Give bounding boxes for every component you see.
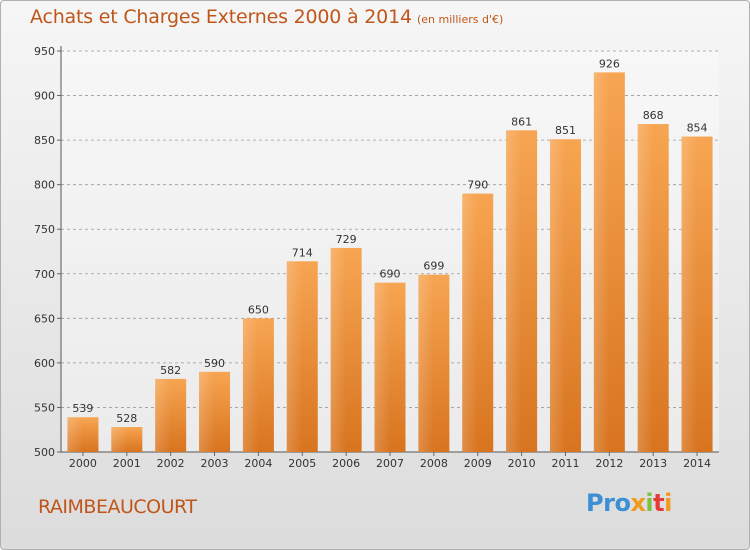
y-tick-label: 550 (34, 401, 55, 414)
bar-highlight (199, 371, 215, 452)
bar-highlight (637, 124, 654, 453)
logo-letter: P (586, 489, 604, 517)
bar-value-label: 861 (511, 115, 532, 128)
bar-highlight (681, 136, 698, 452)
logo-letter: x (630, 489, 646, 517)
y-tick-label: 950 (34, 45, 55, 58)
bar-value-label: 851 (555, 124, 576, 137)
bar-value-label: 590 (204, 357, 225, 370)
bar-value-label: 690 (380, 268, 401, 281)
bar-value-label: 854 (687, 122, 708, 135)
x-tick-label: 2008 (420, 457, 448, 470)
bar-value-label: 699 (423, 260, 444, 273)
x-tick-label: 2013 (639, 457, 667, 470)
bar-value-label: 539 (72, 402, 93, 415)
bar-value-label: 714 (292, 246, 313, 259)
bar-highlight (67, 417, 83, 452)
x-tick-label: 2004 (244, 457, 272, 470)
x-tick-label: 2012 (595, 457, 623, 470)
bar-highlight (242, 318, 259, 452)
bar-highlight (506, 130, 522, 452)
logo-letter: t (653, 489, 665, 517)
bar-highlight (286, 261, 303, 452)
logo-letter: o (614, 489, 631, 517)
bar-highlight (330, 247, 347, 452)
chart-title: Achats et Charges Externes 2000 à 2014 (30, 6, 412, 28)
x-tick-label: 2011 (551, 457, 579, 470)
bar-highlight (155, 378, 171, 452)
x-tick-label: 2003 (201, 457, 229, 470)
y-tick-label: 750 (34, 223, 55, 236)
x-tick-label: 2002 (157, 457, 185, 470)
bar-highlight (549, 139, 566, 452)
x-tick-label: 2009 (464, 457, 492, 470)
bar-value-label: 868 (643, 109, 664, 122)
place-name: RAIMBEAUCOURT (38, 496, 197, 518)
bar-highlight (374, 282, 390, 452)
bar-highlight (593, 72, 610, 453)
y-tick-label: 800 (34, 179, 55, 192)
logo-letter: r (603, 489, 615, 517)
x-tick-label: 2014 (683, 457, 711, 470)
logo-letter: i (645, 489, 654, 517)
y-tick-label: 900 (34, 90, 55, 103)
x-tick-label: 2000 (69, 457, 97, 470)
logo-letter: i (664, 489, 672, 517)
bar-highlight (111, 427, 127, 452)
x-tick-label: 2005 (288, 457, 316, 470)
x-tick-label: 2006 (332, 457, 360, 470)
bar-value-label: 729 (336, 233, 357, 246)
bar-value-label: 582 (160, 364, 181, 377)
proxiti-logo: Proxiti (586, 489, 672, 517)
y-tick-label: 600 (34, 357, 55, 370)
y-tick-label: 650 (34, 312, 55, 325)
y-tick-label: 700 (34, 268, 55, 281)
y-tick-label: 500 (34, 446, 55, 459)
x-tick-label: 2001 (113, 457, 141, 470)
bar-highlight (462, 193, 478, 453)
x-tick-label: 2010 (508, 457, 536, 470)
bar-highlight (418, 274, 434, 452)
y-tick-label: 850 (34, 134, 55, 147)
bar-value-label: 926 (599, 57, 620, 70)
bar-value-label: 528 (116, 412, 137, 425)
x-tick-label: 2007 (376, 457, 404, 470)
chart-subtitle: (en milliers d'€) (417, 13, 504, 26)
bar-value-label: 650 (248, 303, 269, 316)
bar-value-label: 790 (467, 179, 488, 192)
